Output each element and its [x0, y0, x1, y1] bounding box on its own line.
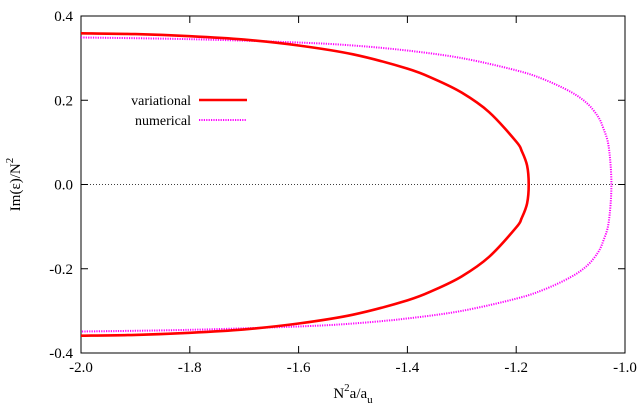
y-tick-label: -0.2 [49, 262, 73, 278]
legend-label-numerical: numerical [135, 114, 191, 129]
series-line-variational [80, 31, 531, 338]
x-axis-title-mid: a/a [350, 386, 368, 402]
x-axis-title-sub: u [367, 394, 373, 406]
y-tick-label: 0.0 [54, 178, 73, 194]
y-tick-label: -0.4 [49, 346, 73, 362]
x-tick-label: -1.2 [504, 360, 528, 376]
series-layer [80, 31, 613, 338]
y-axis-title-base: Im(ε)/N [8, 163, 24, 211]
x-axis-title-sup: 2 [344, 382, 350, 394]
x-tick-label: -1.4 [396, 360, 420, 376]
x-axis-title: N2a/au [333, 382, 373, 406]
y-tick-label: 0.4 [54, 9, 73, 25]
y-axis-title-sup: 2 [4, 158, 16, 164]
series-line-numerical [80, 36, 613, 333]
y-tick-label: 0.2 [54, 93, 73, 109]
x-tick-label: -1.8 [178, 360, 202, 376]
y-axis-title: Im(ε)/N2 [4, 158, 24, 211]
ticks: -2.0 -1.8 -1.6 -1.4 -1.2 -1.0 -0.4 -0.2 0.0 0.2 0.… [49, 9, 637, 376]
legend: variational numerical [131, 94, 247, 129]
x-axis-title-base: N [333, 386, 344, 402]
x-tick-label: -1.0 [613, 360, 637, 376]
legend-label-variational: variational [131, 94, 191, 109]
x-tick-label: -2.0 [69, 360, 93, 376]
x-tick-label: -1.6 [287, 360, 311, 376]
